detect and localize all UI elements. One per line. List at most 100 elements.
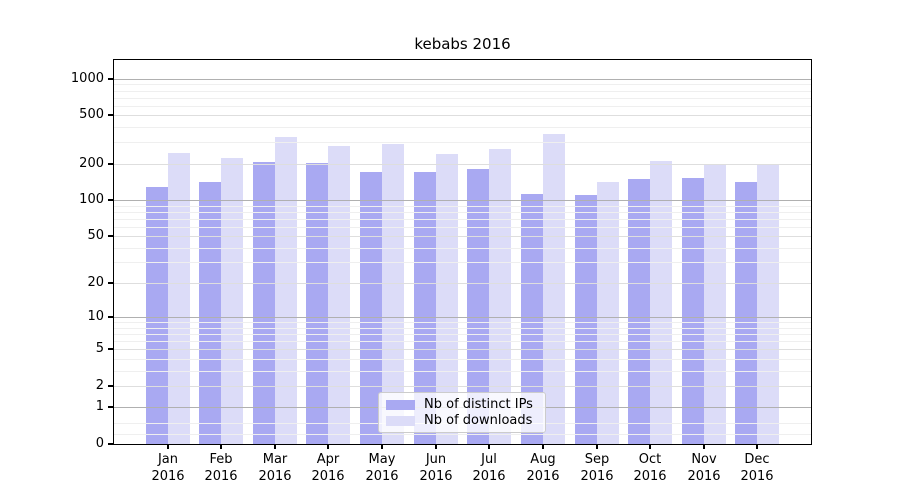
bar-downloads-nov xyxy=(704,164,726,444)
bar-downloads-aug xyxy=(543,134,565,444)
y-tick-mark xyxy=(108,78,113,80)
bar-ips-jun xyxy=(414,172,436,444)
bar-downloads-sep xyxy=(597,182,619,444)
plot-area: Nb of distinct IPs Nb of downloads xyxy=(113,59,812,445)
minor-gridline xyxy=(114,341,811,342)
y-tick-label: 0 xyxy=(95,436,104,451)
x-tick-label-jun: Jun 2016 xyxy=(419,452,453,484)
bar-downloads-mar xyxy=(275,137,297,444)
y-tick-mark xyxy=(108,443,113,445)
y-tick-label: 500 xyxy=(79,107,104,122)
x-tick-mark xyxy=(435,445,437,449)
bar-ips-mar xyxy=(253,162,275,444)
x-tick-label-apr: Apr 2016 xyxy=(311,452,345,484)
bar-ips-sep xyxy=(575,195,597,444)
bar-ips-apr xyxy=(306,163,328,444)
x-tick-label-aug: Aug 2016 xyxy=(526,452,560,484)
y-tick-mark xyxy=(108,163,113,165)
minor-gridline xyxy=(114,371,811,372)
x-tick-mark xyxy=(274,445,276,449)
legend: Nb of distinct IPs Nb of downloads xyxy=(378,392,546,433)
y-tick-label: 5 xyxy=(95,341,104,356)
chart-title: kebabs 2016 xyxy=(414,35,511,53)
x-tick-label-may: May 2016 xyxy=(365,452,399,484)
bars-layer xyxy=(114,60,811,444)
bar-ips-jan xyxy=(146,187,168,444)
minor-gridline xyxy=(114,359,811,360)
x-tick-mark xyxy=(327,445,329,449)
minor-gridline xyxy=(114,91,811,92)
y-tick-mark xyxy=(108,114,113,116)
bar-downloads-feb xyxy=(221,158,243,444)
y-tick-mark xyxy=(108,282,113,284)
minor-gridline xyxy=(114,248,811,249)
y-tick-label: 1 xyxy=(95,399,104,414)
x-tick-mark xyxy=(596,445,598,449)
bar-ips-jul xyxy=(467,169,489,444)
gridline-200 xyxy=(114,164,811,165)
y-tick-label: 10 xyxy=(87,309,104,324)
minor-gridline xyxy=(114,212,811,213)
bar-downloads-oct xyxy=(650,161,672,444)
x-tick-label-jul: Jul 2016 xyxy=(472,452,506,484)
y-tick-label: 100 xyxy=(79,192,104,207)
x-tick-label-oct: Oct 2016 xyxy=(633,452,667,484)
minor-gridline xyxy=(114,84,811,85)
legend-swatch-distinct-ips xyxy=(386,399,415,410)
y-tick-label: 50 xyxy=(87,228,104,243)
gridline-100 xyxy=(114,200,811,201)
x-tick-label-dec: Dec 2016 xyxy=(740,452,774,484)
x-tick-mark xyxy=(756,445,758,449)
x-tick-label-mar: Mar 2016 xyxy=(258,452,292,484)
legend-swatch-downloads xyxy=(386,415,415,426)
bar-downloads-jul xyxy=(489,149,511,444)
legend-label-downloads: Nb of downloads xyxy=(424,413,533,428)
minor-gridline xyxy=(114,227,811,228)
y-tick-mark xyxy=(108,199,113,201)
bar-downloads-apr xyxy=(328,146,350,444)
gridline-1000 xyxy=(114,79,811,80)
y-tick-label: 2 xyxy=(95,378,104,393)
y-tick-label: 1000 xyxy=(70,71,104,86)
minor-gridline xyxy=(114,262,811,263)
bar-ips-dec xyxy=(735,182,757,444)
x-tick-mark xyxy=(703,445,705,449)
minor-gridline xyxy=(114,106,811,107)
x-tick-mark xyxy=(488,445,490,449)
minor-gridline xyxy=(114,328,811,329)
x-tick-mark xyxy=(649,445,651,449)
bar-ips-aug xyxy=(521,194,543,444)
y-tick-mark xyxy=(108,406,113,408)
minor-gridline xyxy=(114,127,811,128)
minor-gridline xyxy=(114,142,811,143)
gridline-500 xyxy=(114,115,811,116)
minor-gridline xyxy=(114,98,811,99)
x-tick-mark xyxy=(381,445,383,449)
x-tick-mark xyxy=(542,445,544,449)
gridline-20 xyxy=(114,283,811,284)
bar-ips-may xyxy=(360,172,382,444)
legend-label-distinct-ips: Nb of distinct IPs xyxy=(424,397,533,412)
minor-gridline xyxy=(114,322,811,323)
y-tick-label: 20 xyxy=(87,275,104,290)
y-tick-mark xyxy=(108,235,113,237)
x-tick-mark xyxy=(167,445,169,449)
gridline-50 xyxy=(114,236,811,237)
y-tick-mark xyxy=(108,385,113,387)
gridline-2 xyxy=(114,386,811,387)
minor-gridline xyxy=(114,219,811,220)
x-tick-label-feb: Feb 2016 xyxy=(204,452,238,484)
minor-gridline xyxy=(114,206,811,207)
y-tick-label: 200 xyxy=(79,156,104,171)
x-tick-label-jan: Jan 2016 xyxy=(151,452,185,484)
bar-ips-feb xyxy=(199,182,221,444)
bar-ips-nov xyxy=(682,178,704,444)
minor-gridline xyxy=(114,434,811,435)
gridline-5 xyxy=(114,349,811,350)
legend-item-downloads: Nb of downloads xyxy=(386,413,539,428)
legend-item-distinct-ips: Nb of distinct IPs xyxy=(386,397,539,412)
minor-gridline xyxy=(114,334,811,335)
